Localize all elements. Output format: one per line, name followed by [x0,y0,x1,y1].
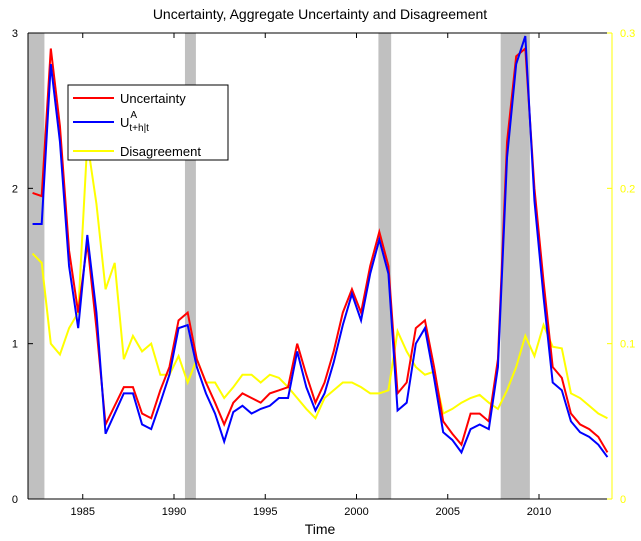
y2-tick-label: 0.1 [620,339,635,351]
series-line [32,35,609,458]
y2-tick-label: 0.2 [620,183,635,195]
y2-tick-label: 0 [620,494,626,506]
x-tick-label: 1985 [71,506,95,518]
legend-label-text: Uncertainty [120,91,186,106]
series-line [31,141,608,420]
series-line [32,46,609,453]
x-tick-label: 1990 [162,506,186,518]
legend-label: Disagreement [120,144,201,159]
legend-label-sup: A [130,110,137,121]
x-tick-label: 2000 [344,506,368,518]
legend-label: Ut+h|t [120,115,149,134]
y-tick-label: 1 [12,339,18,351]
y-tick-label: 2 [12,183,18,195]
recession-band [184,33,196,499]
x-tick-label: 2005 [436,506,460,518]
x-tick-label: 1995 [253,506,277,518]
y2-tick-label: 0.3 [620,28,635,40]
recession-band [500,33,530,499]
legend-label-text: Disagreement [120,144,201,159]
x-axis-label: Time [305,521,336,537]
recession-band [378,33,392,499]
legend-label-text: U [120,115,129,130]
legend-label: Uncertainty [120,91,186,106]
x-tick-label: 2010 [527,506,551,518]
legend-label-sub: t+h|t [129,123,149,134]
recession-band [28,33,45,499]
y-tick-label: 0 [12,494,18,506]
chart-title: Uncertainty, Aggregate Uncertainty and D… [153,6,487,22]
y-tick-label: 3 [12,28,18,40]
